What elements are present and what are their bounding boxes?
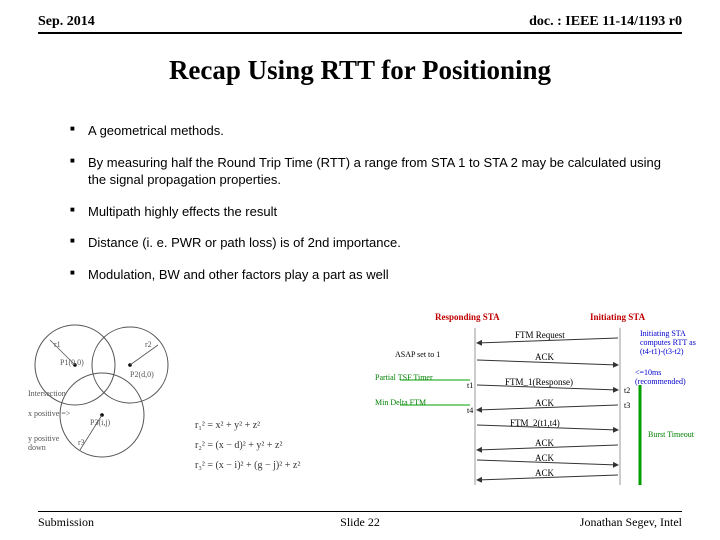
bullet-list: A geometrical methods. By measuring half… <box>70 122 680 297</box>
label-p2: P2(d,0) <box>130 370 154 379</box>
msg-ack-3: ACK <box>535 438 554 448</box>
svg-text:t3: t3 <box>624 401 630 410</box>
trilateration-diagram: P1(0,0) P2(d,0) P3(i,j) r1 r2 r3 Interse… <box>30 310 190 480</box>
slide-title: Recap Using RTT for Positioning <box>0 55 720 86</box>
actor-initiating: Initiating STA <box>590 312 645 322</box>
label-ypos: y positive down <box>28 435 78 453</box>
header-date: Sep. 2014 <box>38 14 95 30</box>
actor-responding: Responding STA <box>435 312 500 322</box>
svg-text:t4: t4 <box>467 406 473 415</box>
msg-ack: ACK <box>535 352 554 362</box>
bullet-item: A geometrical methods. <box>70 122 680 140</box>
msg-ftm2: FTM_2(t1,t4) <box>510 418 560 428</box>
header-doc-id: doc. : IEEE 11-14/1193 r0 <box>529 14 682 30</box>
msg-timing-calc: Initiating STA computes RTT as (t4-t1)-(… <box>640 330 705 356</box>
message-sequence-chart: t1 t2 t3 t4 Responding STA Initiating ST… <box>340 310 700 495</box>
msg-ack-5: ACK <box>535 468 554 478</box>
label-p3: P3(i,j) <box>90 418 110 427</box>
equations: r₁² = x² + y² + z² r₂² = (x − d)² + y² +… <box>190 310 340 480</box>
msg-partial-tsf: Partial TSF Timer <box>375 373 433 382</box>
svg-text:t2: t2 <box>624 386 630 395</box>
eq2: r₂² = (x − d)² + y² + z² <box>195 440 282 451</box>
bullet-item: Modulation, BW and other factors play a … <box>70 266 680 284</box>
label-r2: r2 <box>145 340 152 349</box>
header: Sep. 2014 doc. : IEEE 11-14/1193 r0 <box>38 14 682 34</box>
bullet-item: Distance (i. e. PWR or path loss) is of … <box>70 234 680 252</box>
msg-asap: ASAP set to 1 <box>395 350 440 359</box>
msg-sifs: <=10ms (recommended) <box>635 368 700 386</box>
eq1: r₁² = x² + y² + z² <box>195 420 260 431</box>
msg-min-delta: Min Delta FTM <box>375 398 426 407</box>
label-r3: r3 <box>78 438 85 447</box>
bullet-item: Multipath highly effects the result <box>70 203 680 221</box>
diagram-area: P1(0,0) P2(d,0) P3(i,j) r1 r2 r3 Interse… <box>30 310 700 495</box>
svg-text:t1: t1 <box>467 381 473 390</box>
bullet-item: By measuring half the Round Trip Time (R… <box>70 154 680 189</box>
msg-ack-2: ACK <box>535 398 554 408</box>
footer: Submission Slide 22 Jonathan Segev, Inte… <box>38 511 682 530</box>
label-intersect: Intersection <box>28 390 68 399</box>
label-p1: P1(0,0) <box>60 358 84 367</box>
slide: Sep. 2014 doc. : IEEE 11-14/1193 r0 Reca… <box>0 0 720 540</box>
msg-burst: Burst Timeout <box>648 430 694 439</box>
label-xpos: x positive => <box>28 410 78 419</box>
label-r1: r1 <box>54 340 61 349</box>
msg-ftm-request: FTM Request <box>515 330 565 340</box>
msg-ack-4: ACK <box>535 453 554 463</box>
footer-center: Slide 22 <box>38 515 682 530</box>
eq3: r₃² = (x − i)² + (g − j)² + z² <box>195 460 300 471</box>
msg-ftm1: FTM_1(Response) <box>505 377 573 387</box>
